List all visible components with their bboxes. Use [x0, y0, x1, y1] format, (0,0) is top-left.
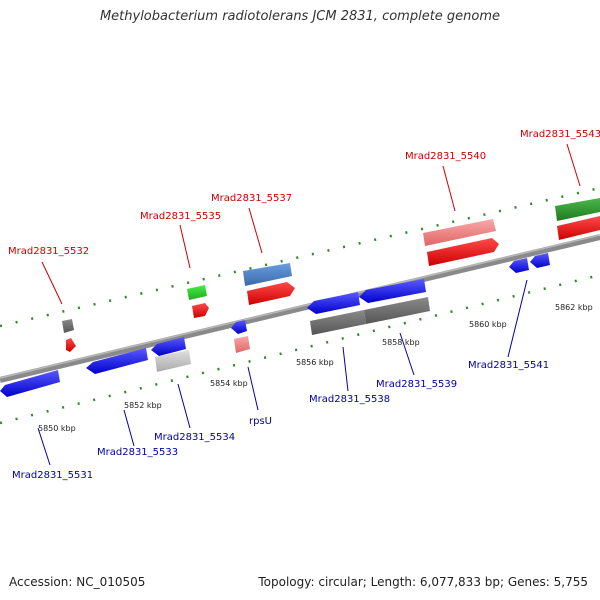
- forward-tick-track: [0, 186, 600, 328]
- axis-label-5850: 5850 kbp: [38, 424, 76, 433]
- cds-blue-5533[interactable]: [86, 348, 148, 374]
- axis-labels: 5850 kbp 5852 kbp 5854 kbp 5856 kbp 5858…: [38, 303, 593, 433]
- cds-blue-rpsU[interactable]: [231, 320, 247, 334]
- leader-5533: [123, 409, 135, 447]
- cds-red-5540[interactable]: [427, 238, 499, 266]
- gene-label-5533[interactable]: Mrad2831_5533: [97, 447, 178, 458]
- cds-blue-5539[interactable]: [359, 279, 426, 303]
- axis-label-5858: 5858 kbp: [382, 338, 420, 347]
- cds-gray-5539[interactable]: [364, 297, 430, 324]
- leader-5534: [177, 383, 191, 429]
- cds-gray-5538[interactable]: [310, 310, 366, 335]
- cds-blue-5541a[interactable]: [509, 258, 529, 273]
- cds-red-5543[interactable]: [557, 216, 600, 240]
- gene-label-5532[interactable]: Mrad2831_5532: [8, 246, 89, 257]
- cds-pink-rpsU[interactable]: [234, 336, 250, 353]
- gene-label-5535[interactable]: Mrad2831_5535: [140, 211, 221, 222]
- axis-label-5856: 5856 kbp: [296, 358, 334, 367]
- leader-rpsU: [247, 366, 259, 411]
- gene-label-5531[interactable]: Mrad2831_5531: [12, 470, 93, 481]
- cds-blue-5534[interactable]: [151, 337, 186, 356]
- leader-5537: [248, 207, 263, 254]
- gene-label-5543[interactable]: Mrad2831_5543: [520, 129, 600, 140]
- axis-label-5860: 5860 kbp: [469, 320, 507, 329]
- cds-steelblue-5537[interactable]: [243, 263, 292, 286]
- leader-5540: [442, 165, 456, 212]
- gene-label-5534[interactable]: Mrad2831_5534: [154, 432, 235, 443]
- genome-summary: Topology: circular; Length: 6,077,833 bp…: [258, 575, 588, 589]
- leader-5541: [507, 279, 528, 358]
- leader-5531: [37, 427, 51, 466]
- forward-gene-labels: Mrad2831_5532 Mrad2831_5535 Mrad2831_553…: [8, 129, 600, 257]
- cds-blue-5538[interactable]: [307, 292, 360, 314]
- gene-label-5539[interactable]: Mrad2831_5539: [376, 379, 457, 390]
- cds-pink-5540[interactable]: [423, 219, 496, 246]
- forward-cds-features: [62, 198, 600, 352]
- forward-leader-lines: [41, 143, 581, 305]
- cds-blue-5541b[interactable]: [530, 253, 550, 268]
- leader-5543: [566, 143, 581, 187]
- reverse-cds-features: [0, 253, 550, 397]
- reverse-gene-labels: Mrad2831_5531 Mrad2831_5533 Mrad2831_553…: [12, 360, 549, 481]
- reverse-leader-lines: [37, 279, 528, 466]
- leader-5535: [179, 224, 191, 269]
- leader-5532: [41, 261, 63, 305]
- genome-backbone-highlight: [0, 234, 600, 379]
- axis-label-5854: 5854 kbp: [210, 379, 248, 388]
- cds-red-5532[interactable]: [66, 338, 76, 352]
- map-title: Methylobacterium radiotolerans JCM 2831,…: [99, 9, 501, 24]
- genome-backbone: [0, 234, 600, 383]
- cds-green-5535[interactable]: [187, 285, 207, 300]
- gene-label-5540[interactable]: Mrad2831_5540: [405, 151, 486, 162]
- leader-5538: [342, 346, 349, 392]
- gene-label-rpsU[interactable]: rpsU: [249, 416, 272, 427]
- axis-label-5862: 5862 kbp: [555, 303, 593, 312]
- cds-red-5537[interactable]: [247, 282, 295, 305]
- axis-label-5852: 5852 kbp: [124, 401, 162, 410]
- cds-blue-5531[interactable]: [0, 370, 60, 397]
- leader-5539: [399, 332, 415, 376]
- accession-label: Accession: NC_010505: [9, 575, 146, 589]
- cds-red-5535[interactable]: [192, 303, 209, 318]
- gene-label-5538[interactable]: Mrad2831_5538: [309, 394, 390, 405]
- gene-label-5537[interactable]: Mrad2831_5537: [211, 193, 292, 204]
- cds-lightgray-5534[interactable]: [155, 350, 191, 372]
- cds-grey-5532[interactable]: [62, 319, 74, 333]
- cds-green-5543[interactable]: [555, 198, 600, 221]
- gene-label-5541[interactable]: Mrad2831_5541: [468, 360, 549, 371]
